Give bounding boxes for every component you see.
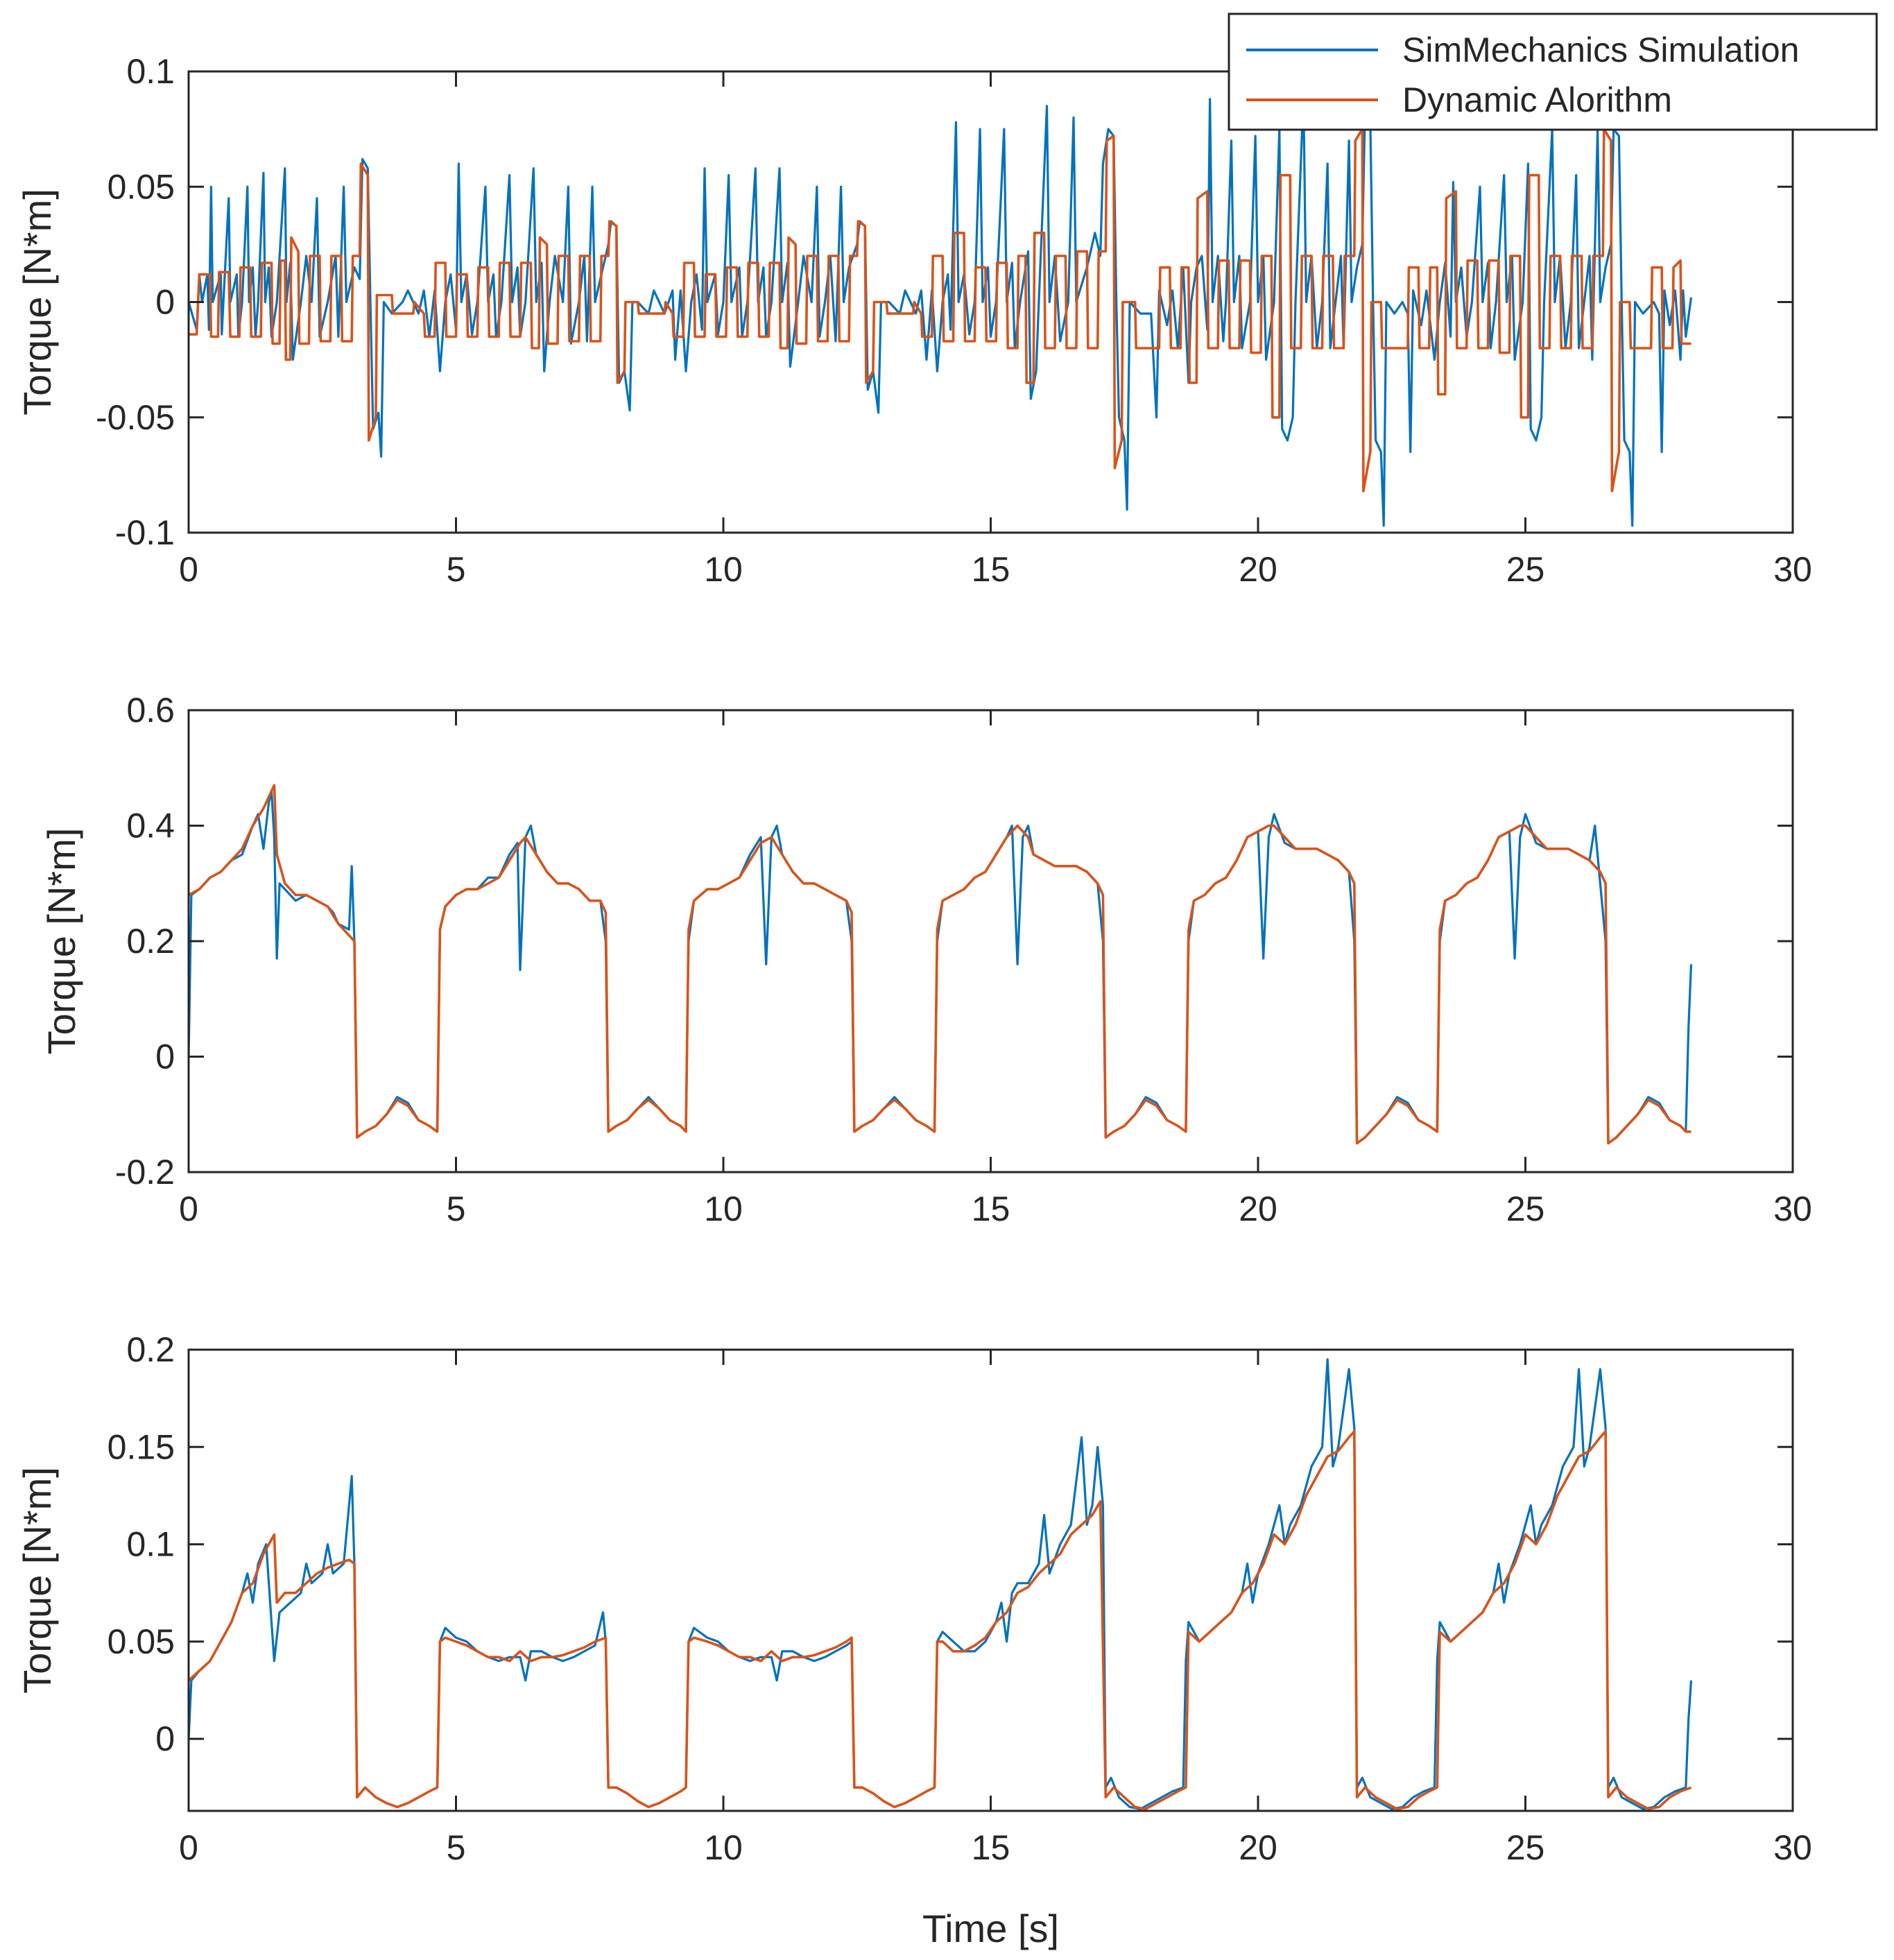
- x-tick-label: 25: [1506, 1828, 1545, 1867]
- series-line-dynamic-algorithm: [189, 1430, 1692, 1810]
- x-tick-label: 5: [447, 550, 466, 589]
- legend: SimMechanics Simulation Dynamic Alorithm: [1228, 12, 1878, 131]
- x-tick-label: 5: [447, 1828, 466, 1867]
- y-tick-label: 0.2: [126, 1330, 175, 1369]
- y-axis-label: Torque [N*m]: [15, 1467, 59, 1694]
- y-tick-label: 0.15: [107, 1427, 175, 1466]
- x-tick-label: 0: [179, 1189, 198, 1228]
- y-tick-label: 0.1: [126, 52, 175, 91]
- y-tick-label: 0.05: [107, 1622, 175, 1661]
- legend-label-dynamic-algorithm: Dynamic Alorithm: [1402, 80, 1672, 119]
- y-tick-label: 0.1: [126, 1525, 175, 1564]
- y-tick-label: 0.05: [107, 167, 175, 206]
- y-tick-label: 0: [155, 283, 175, 322]
- series-line-dynamic-algorithm: [189, 128, 1691, 492]
- x-tick-label: 30: [1773, 1828, 1812, 1867]
- x-tick-label: 0: [179, 1828, 198, 1867]
- x-axis-label: Time [s]: [922, 1907, 1059, 1950]
- x-tick-label: 15: [972, 1828, 1010, 1867]
- x-tick-label: 20: [1239, 550, 1277, 589]
- y-tick-label: 0.2: [126, 922, 175, 961]
- subplot-3: 0 5 10 15 20 25 30 0 0.05 0.1 0.15 0.2 Torque [N*m]: [15, 1330, 1812, 1867]
- x-tick-label: 10: [704, 1189, 743, 1228]
- x-tick-label: 20: [1239, 1828, 1277, 1867]
- y-tick-label: 0: [155, 1038, 175, 1076]
- legend-label-simmechanics: SimMechanics Simulation: [1402, 31, 1799, 69]
- y-axis-label: Torque [N*m]: [15, 189, 59, 415]
- plot-area: [189, 1350, 1793, 1811]
- x-tick-label: 30: [1773, 550, 1812, 589]
- x-tick-label: 25: [1506, 1189, 1545, 1228]
- x-tick-label: 30: [1773, 1189, 1812, 1228]
- y-tick-label: -0.1: [115, 513, 175, 552]
- x-tick-label: 25: [1506, 550, 1545, 589]
- y-axis-label: Torque [N*m]: [40, 828, 83, 1055]
- x-tick-label: 20: [1239, 1189, 1277, 1228]
- y-tick-label: 0: [155, 1719, 175, 1758]
- subplot-1: 0 5 10 15 20 25 30 -0.1 -0.05 0 0.05 0.1 Torque [N*m…: [15, 52, 1812, 589]
- y-tick-label: 0.6: [126, 691, 175, 730]
- subplot-stack: 0 5 10 15 20 25 30 -0.1 -0.05 0 0.05 0.1 Torque [N*m…: [15, 52, 1812, 1867]
- x-tick-label: 0: [179, 550, 198, 589]
- y-tick-label: -0.2: [115, 1153, 175, 1192]
- y-tick-label: -0.05: [96, 398, 175, 437]
- x-tick-label: 10: [704, 550, 743, 589]
- series-line-dynamic-algorithm: [189, 784, 1691, 1145]
- x-tick-label: 5: [447, 1189, 466, 1228]
- y-tick-label: 0.4: [126, 807, 175, 845]
- x-tick-label: 15: [972, 1189, 1010, 1228]
- x-tick-label: 10: [704, 1828, 743, 1867]
- plot-area: [189, 710, 1793, 1172]
- x-tick-label: 15: [972, 550, 1010, 589]
- legend-box: [1228, 12, 1878, 131]
